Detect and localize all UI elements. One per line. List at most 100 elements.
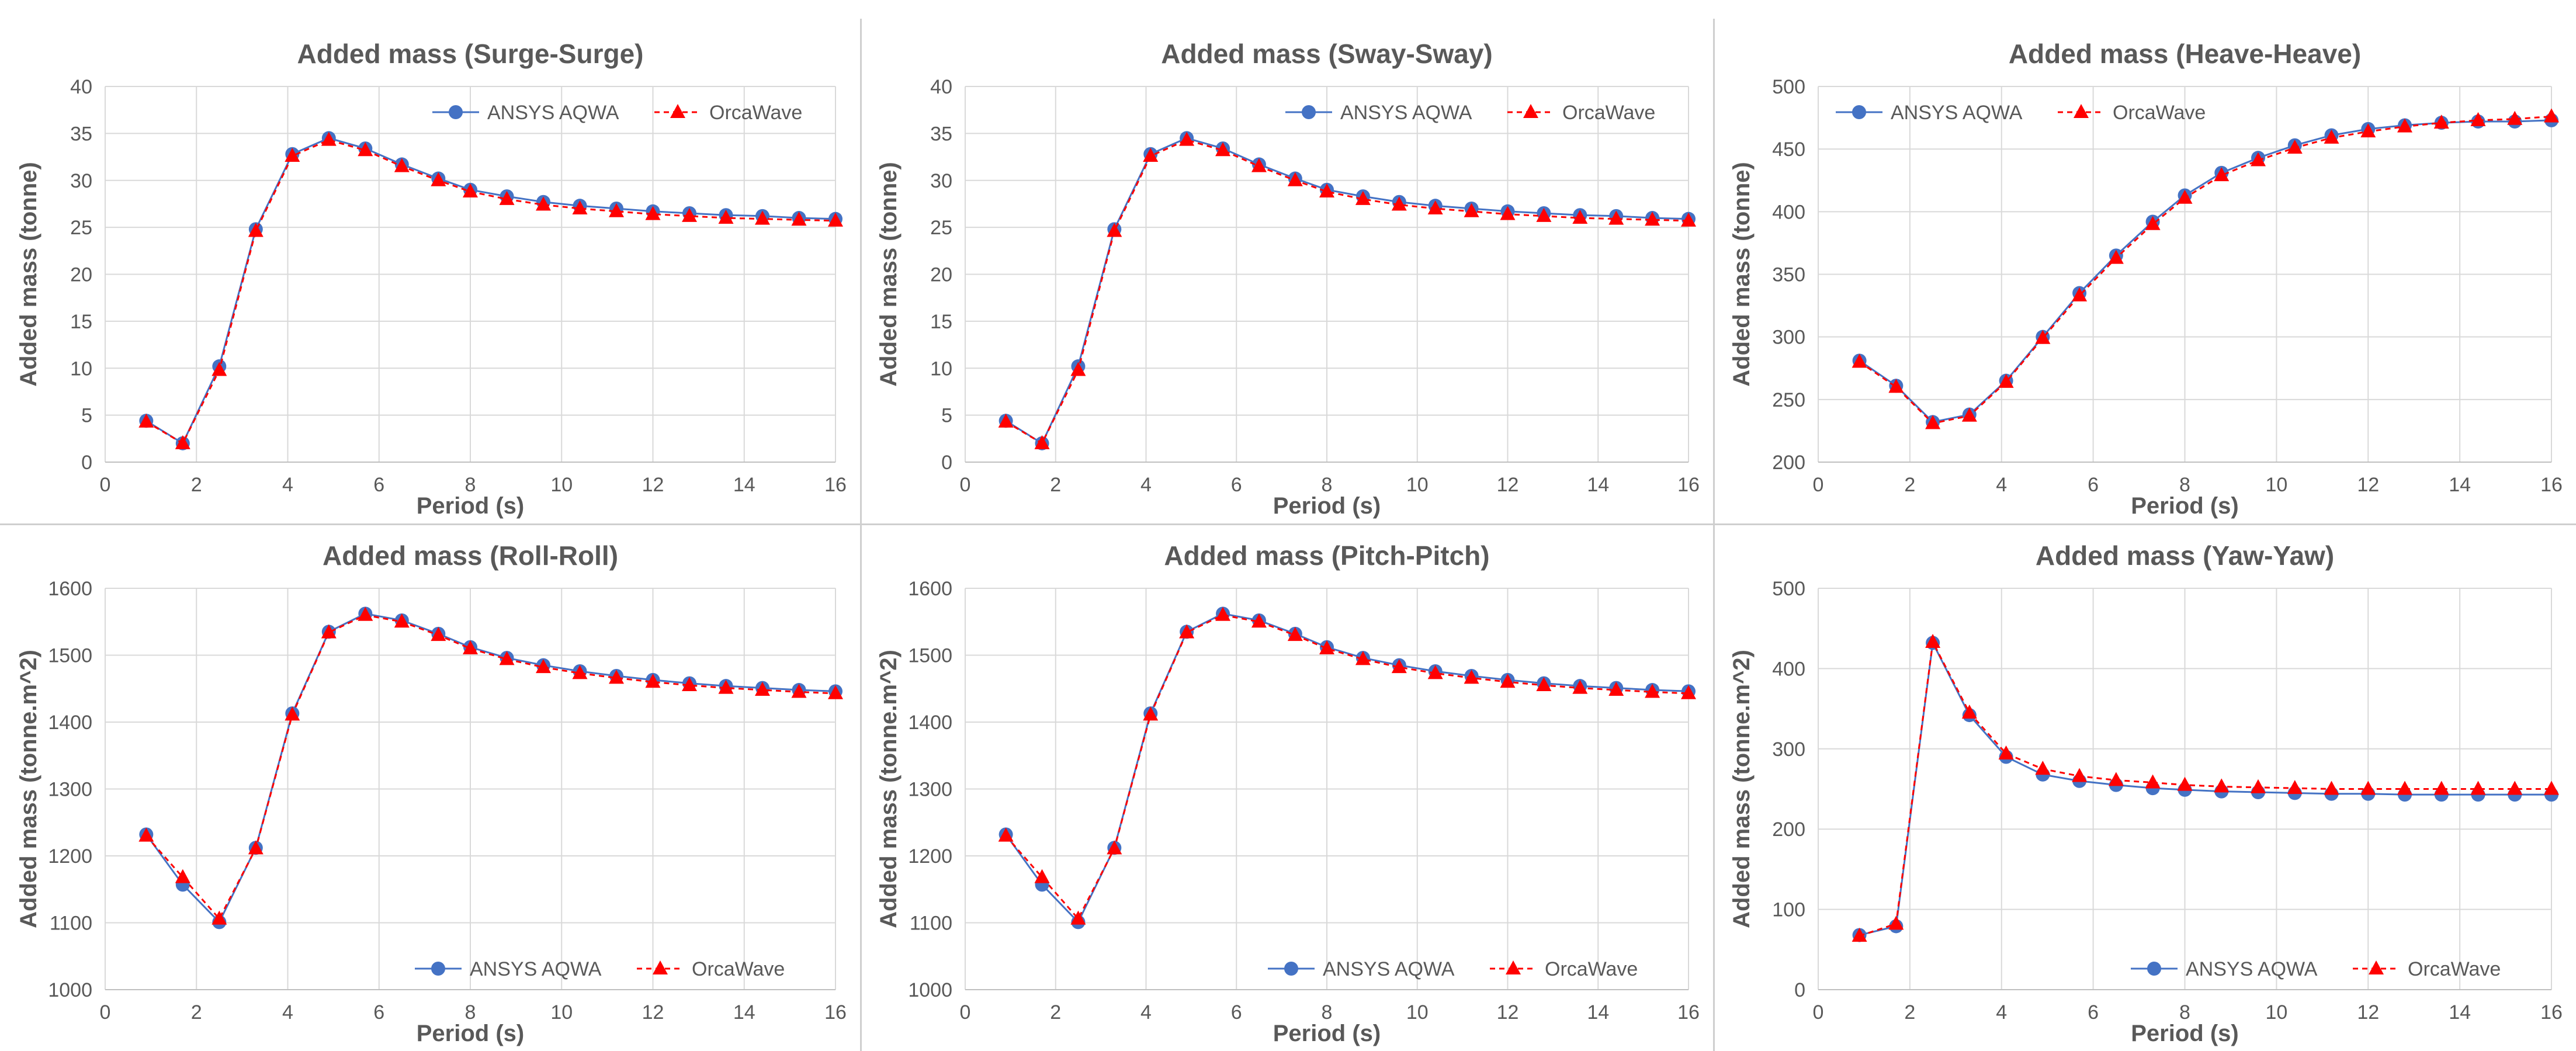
- legend-marker-orcawave: [2369, 960, 2384, 974]
- y-tick-label: 500: [1772, 578, 1805, 600]
- data-point-orcawave: [2544, 781, 2559, 795]
- data-point-orcawave: [536, 196, 551, 211]
- x-tick-label: 16: [2540, 1001, 2563, 1024]
- data-point-orcawave: [1925, 415, 1941, 429]
- x-tick-label: 16: [1677, 474, 1700, 496]
- data-point-orcawave: [609, 203, 624, 217]
- data-point-orcawave: [2397, 781, 2412, 795]
- data-point-orcawave: [2433, 781, 2449, 795]
- data-point-orcawave: [1355, 190, 1371, 205]
- x-tick-label: 8: [465, 474, 476, 496]
- x-axis-title: Period (s): [2131, 493, 2238, 519]
- legend: ANSYS AQWA OrcaWave: [1836, 102, 2206, 124]
- data-point-orcawave: [1998, 373, 2014, 388]
- x-tick-label: 10: [1406, 1001, 1429, 1024]
- data-point-orcawave: [1287, 172, 1303, 186]
- data-point-orcawave: [2177, 189, 2193, 204]
- data-point-orcawave: [2360, 781, 2376, 795]
- data-point-orcawave: [2108, 772, 2124, 786]
- y-tick-label: 5: [941, 405, 952, 427]
- legend-label-orcawave: OrcaWave: [709, 102, 802, 124]
- x-tick-label: 4: [1996, 474, 2007, 496]
- x-tick-label: 10: [1406, 474, 1429, 496]
- data-point-orcawave: [1608, 682, 1624, 696]
- y-tick-label: 1100: [50, 913, 92, 935]
- data-point-orcawave: [1143, 147, 1159, 162]
- data-point-orcawave: [1500, 674, 1516, 688]
- legend: ANSYS AQWA OrcaWave: [2131, 958, 2501, 980]
- x-tick-label: 12: [1497, 474, 1519, 496]
- y-tick-label: 25: [930, 217, 952, 239]
- data-point-orcawave: [394, 158, 410, 172]
- data-point-orcawave: [2507, 781, 2523, 795]
- legend-marker-orcawave: [1506, 960, 1521, 974]
- x-axis-title: Period (s): [1273, 1021, 1381, 1046]
- data-point-orcawave: [1034, 435, 1050, 449]
- chart-panel-3: Added mass (Heave-Heave) 0 2 4 6 8 10 12 14 16 200…: [1729, 39, 2563, 519]
- data-point-orcawave: [248, 840, 264, 855]
- y-tick-label: 400: [1772, 201, 1805, 223]
- data-point-orcawave: [645, 206, 661, 220]
- data-point-orcawave: [1107, 223, 1122, 237]
- x-tick-label: 16: [1677, 1001, 1700, 1024]
- x-tick-label: 12: [2357, 474, 2379, 496]
- legend-marker-ansys-aqwa: [2147, 962, 2161, 976]
- x-tick-label: 8: [1322, 474, 1333, 496]
- data-point-orcawave: [1572, 210, 1588, 224]
- y-axis-title: Added mass (tonne): [16, 162, 41, 386]
- chart-title: Added mass (Surge-Surge): [297, 39, 644, 69]
- chart-title: Added mass (Roll-Roll): [323, 540, 618, 571]
- data-point-orcawave: [2214, 778, 2230, 793]
- y-tick-label: 400: [1772, 658, 1805, 680]
- legend-marker-orcawave: [2074, 104, 2089, 118]
- y-tick-label: 250: [1772, 389, 1805, 411]
- y-tick-label: 35: [930, 123, 952, 145]
- data-point-orcawave: [828, 212, 843, 227]
- data-point-orcawave: [2324, 129, 2339, 144]
- data-point-orcawave: [1464, 670, 1479, 684]
- y-tick-label: 1000: [908, 979, 952, 1001]
- x-tick-label: 12: [642, 474, 664, 496]
- series-line-ansys-aqwa: [1005, 612, 1689, 924]
- data-point-orcawave: [1251, 158, 1267, 172]
- x-tick-label: 16: [824, 1001, 847, 1024]
- data-point-orcawave: [138, 413, 154, 428]
- legend-label-orcawave: OrcaWave: [2113, 102, 2206, 124]
- legend: ANSYS AQWA OrcaWave: [415, 958, 785, 980]
- data-point-orcawave: [285, 706, 300, 721]
- data-point-orcawave: [1852, 927, 1867, 942]
- data-point-orcawave: [1319, 183, 1334, 198]
- data-point-orcawave: [1319, 640, 1334, 655]
- data-point-orcawave: [2177, 776, 2193, 791]
- data-point-orcawave: [431, 172, 446, 186]
- data-point-orcawave: [791, 211, 807, 226]
- data-point-orcawave: [1251, 613, 1267, 628]
- legend-label-orcawave: OrcaWave: [2408, 958, 2501, 980]
- data-point-orcawave: [2470, 112, 2486, 126]
- data-point-orcawave: [285, 147, 300, 162]
- y-tick-label: 10: [930, 358, 952, 380]
- data-point-orcawave: [1925, 634, 1941, 648]
- data-point-orcawave: [2287, 780, 2303, 795]
- x-tick-label: 0: [100, 1001, 111, 1024]
- x-tick-label: 16: [824, 474, 847, 496]
- y-tick-label: 30: [930, 170, 952, 192]
- data-point-orcawave: [1536, 207, 1552, 222]
- x-tick-label: 2: [191, 474, 202, 496]
- x-tick-label: 2: [1050, 1001, 1061, 1024]
- x-tick-label: 6: [373, 1001, 384, 1024]
- x-tick-label: 14: [1587, 474, 1609, 496]
- data-point-orcawave: [1287, 627, 1303, 641]
- data-point-orcawave: [2072, 768, 2088, 782]
- x-axis-title: Period (s): [1273, 493, 1381, 519]
- series-line-orcawave: [1005, 614, 1689, 921]
- y-tick-label: 100: [1772, 899, 1805, 921]
- data-point-orcawave: [1464, 203, 1479, 217]
- data-point-orcawave: [755, 682, 770, 696]
- legend-label-orcawave: OrcaWave: [1562, 102, 1655, 124]
- data-point-orcawave: [1500, 206, 1516, 220]
- series-line-ansys-aqwa: [1859, 640, 2551, 936]
- series-line-ansys-aqwa: [145, 137, 836, 445]
- y-tick-label: 5: [81, 405, 92, 427]
